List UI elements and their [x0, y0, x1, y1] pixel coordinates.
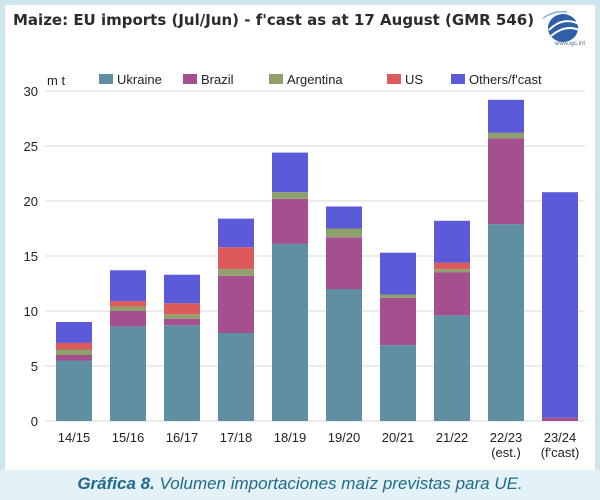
bar-segment [488, 132, 524, 139]
legend-label: US [405, 72, 423, 87]
caption-label: Gráfica 8. [77, 474, 155, 493]
y-tick-label: 15 [24, 249, 38, 264]
legend-swatch [269, 74, 283, 84]
chart-plot: 0 5 10 15 20 25 30 m t Ukraine Brazil Argentina US O… [24, 72, 585, 460]
bar-segment [380, 345, 416, 421]
bar-segment [488, 138, 524, 225]
x-tick-label: 16/17 [166, 430, 199, 445]
bar-segment [56, 360, 92, 421]
bar-segment [326, 289, 362, 421]
chart-title: Maize: EU imports (Jul/Jun) - f'cast as … [13, 11, 535, 29]
bar-segment [488, 224, 524, 421]
bar-segment [110, 270, 146, 302]
bar-segment [56, 322, 92, 343]
x-tick-label: 23/24 [544, 430, 577, 445]
x-tick-label: 17/18 [220, 430, 253, 445]
legend-swatch [183, 74, 197, 84]
bar-segment [326, 206, 362, 229]
bar-segment [164, 274, 200, 304]
x-tick-label: 22/23 [490, 430, 523, 445]
legend-swatch [99, 74, 113, 84]
y-tick-label: 5 [31, 359, 38, 374]
bar-segment [164, 314, 200, 319]
legend-label: Brazil [201, 72, 234, 87]
legend-swatch [451, 74, 465, 84]
bar-segment [56, 355, 92, 361]
bar-segment [218, 333, 254, 421]
bar-segment [56, 349, 92, 355]
legend-label: Others/f'cast [469, 72, 542, 87]
bar-segment [326, 228, 362, 238]
x-tick-label: 20/21 [382, 430, 415, 445]
bar-segment [56, 342, 92, 350]
y-tick-label: 20 [24, 194, 38, 209]
figure-caption: Gráfica 8. Volumen importaciones maíz pr… [0, 474, 600, 494]
bar-segment [434, 315, 470, 421]
x-tick-label: 15/16 [112, 430, 145, 445]
y-tick-label: 0 [31, 414, 38, 429]
y-tick-label: 10 [24, 304, 38, 319]
bar-segment [110, 301, 146, 307]
bar-segment [380, 252, 416, 295]
bar-segment [434, 272, 470, 316]
bar-segment [218, 269, 254, 276]
legend-swatch [387, 74, 401, 84]
igc-logo-icon [542, 10, 580, 42]
bar-segment [110, 326, 146, 421]
legend-label: Ukraine [117, 72, 162, 87]
bar-segment [110, 311, 146, 327]
x-tick-label: 19/20 [328, 430, 361, 445]
caption-text: Volumen importaciones maíz previstas par… [159, 474, 523, 493]
bar-segment [164, 318, 200, 326]
x-tick-sublabel: (est.) [491, 445, 521, 460]
bar-segment [272, 243, 308, 421]
bar-segment [218, 275, 254, 333]
legend-label: Argentina [287, 72, 343, 87]
x-tick-label: 21/22 [436, 430, 469, 445]
bar-segment [488, 99, 524, 133]
y-tick-label: 30 [24, 84, 38, 99]
y-tick-label: 25 [24, 139, 38, 154]
x-tick-label: 18/19 [274, 430, 307, 445]
x-tick-sublabel: (f'cast) [541, 445, 580, 460]
bar-segment [326, 237, 362, 289]
bar-segment [218, 218, 254, 248]
bar-segment [272, 152, 308, 193]
bar-segment [218, 247, 254, 270]
bar-segment [164, 325, 200, 421]
bar-segment [542, 417, 578, 421]
bar-segment [434, 220, 470, 263]
bar-segment [110, 306, 146, 311]
bar-segment [542, 192, 578, 418]
logo-url: www.igc.int [554, 41, 585, 47]
bar-segment [272, 192, 308, 199]
bar-segment [434, 262, 470, 270]
bar-segment [272, 198, 308, 244]
bar-segment [380, 297, 416, 346]
y-axis-label: m t [47, 73, 65, 88]
bar-segment [164, 303, 200, 315]
bar-segment [434, 269, 470, 273]
bar-segment [380, 294, 416, 298]
x-tick-label: 14/15 [58, 430, 91, 445]
